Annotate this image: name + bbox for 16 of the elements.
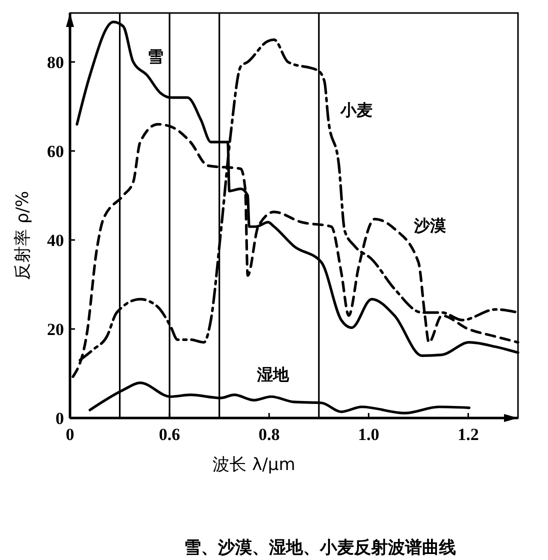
- y-axis-title: 反射率 ρ/%: [13, 190, 33, 280]
- x-tick-label: 0.6: [158, 425, 180, 444]
- x-tick-label: 1.2: [458, 425, 479, 444]
- y-tick-label: 40: [47, 230, 64, 250]
- series-label: 湿地: [256, 365, 290, 384]
- x-tick-label: 1.0: [358, 425, 380, 444]
- text: 雪、沙漠、湿地、小麦反射波谱曲线: [184, 538, 456, 558]
- y-tick-label: 80: [47, 52, 64, 72]
- x-axis-title: 波长 λ/μm: [212, 455, 296, 475]
- series-label: 雪: [148, 46, 164, 66]
- y-tick-label: 0: [56, 408, 64, 428]
- y-tick-label: 60: [47, 142, 64, 161]
- y-tick-label: 20: [47, 320, 64, 339]
- series-label: 小麦: [340, 100, 373, 120]
- series-label: 沙漠: [412, 216, 446, 236]
- x-tick-label: 0.8: [258, 425, 280, 444]
